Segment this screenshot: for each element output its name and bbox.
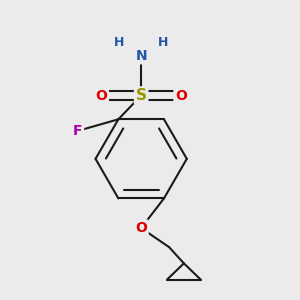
Text: O: O [135, 221, 147, 235]
Text: O: O [95, 88, 107, 103]
Text: N: N [135, 49, 147, 63]
Text: F: F [73, 124, 83, 138]
Text: S: S [136, 88, 147, 103]
Text: O: O [175, 88, 187, 103]
Text: H: H [114, 36, 124, 49]
Text: H: H [158, 36, 168, 49]
